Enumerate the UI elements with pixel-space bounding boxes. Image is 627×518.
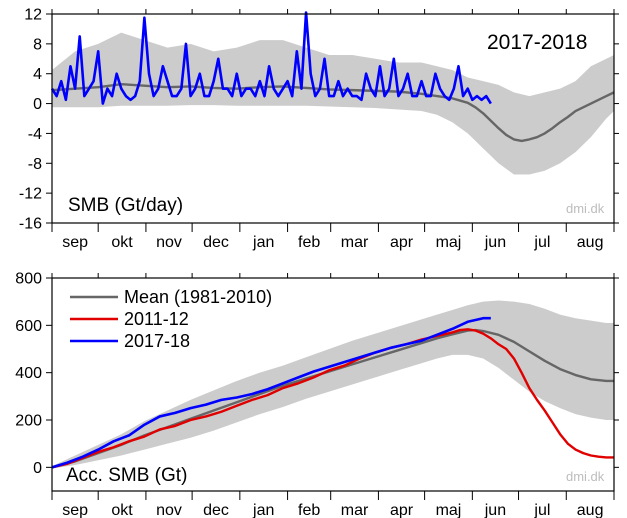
x-month-label: jul [533, 234, 550, 251]
legend-mean: Mean (1981-2010) [124, 287, 272, 307]
daily-band-group [52, 32, 614, 175]
x-month-label: feb [298, 234, 320, 251]
x-month-label: jan [252, 502, 274, 518]
accumulated-lines-group [51, 316, 614, 469]
accumulated-x-axis: sep okt nov dec jan feb mar apr maj jun jul aug [51, 273, 615, 518]
x-month-label: dec [203, 234, 229, 251]
legend-2011-12: 2011-12 [124, 309, 189, 329]
y-tick-label: 400 [15, 365, 42, 382]
x-month-label: sep [62, 234, 88, 251]
legend-2017-18: 2017-18 [124, 331, 190, 351]
accumulated-band-group [52, 300, 614, 469]
accumulated-panel-label: Acc. SMB (Gt) [66, 465, 187, 486]
x-month-label: mar [341, 502, 369, 518]
y-tick-label: 8 [33, 36, 42, 53]
daily-watermark: dmi.dk [566, 201, 605, 216]
x-month-label: mar [341, 234, 369, 251]
season-label: 2017-2018 [487, 31, 587, 54]
x-month-label: aug [577, 234, 604, 251]
daily-lines-group [50, 11, 615, 143]
x-month-label: apr [390, 234, 414, 251]
x-month-label: okt [111, 234, 133, 251]
daily-x-axis: sep okt nov dec jan feb mar apr maj jun jul aug [51, 9, 615, 251]
accumulated-plot-frame [51, 277, 615, 492]
y-tick-label: 12 [24, 7, 42, 24]
accumulated-y-axis: 800 600 400 200 0 [15, 271, 619, 477]
daily-plot-frame [51, 13, 615, 224]
y-tick-label: -4 [28, 126, 42, 143]
x-month-label: nov [156, 502, 182, 518]
x-month-label: jul [533, 502, 550, 518]
x-month-label: okt [111, 502, 133, 518]
y-tick-label: -12 [19, 186, 42, 203]
daily-y-axis: 12 8 4 0 -4 -8 -12 -16 [19, 7, 619, 233]
x-month-label: apr [390, 502, 414, 518]
x-month-label: jan [252, 234, 274, 251]
legend: Mean (1981-2010) 2011-12 2017-18 [70, 287, 272, 351]
daily-2017-18-line [50, 11, 492, 105]
x-month-label: aug [577, 502, 604, 518]
y-tick-label: 200 [15, 413, 42, 430]
daily-spread-band [52, 32, 614, 175]
accumulated-watermark: dmi.dk [566, 469, 605, 484]
y-tick-label: -16 [19, 216, 42, 233]
x-month-label: jun [484, 502, 506, 518]
daily-panel-label: SMB (Gt/day) [68, 195, 183, 216]
accumulated-smb-panel: 800 600 400 200 0 sep okt nov dec jan feb mar apr ma… [15, 271, 619, 518]
daily-smb-panel: 12 8 4 0 -4 -8 -12 -16 sep okt nov dec jan feb mar apr… [19, 7, 619, 251]
y-tick-label: 0 [33, 460, 42, 477]
x-month-label: maj [436, 502, 462, 518]
accumulated-spread-band [52, 300, 614, 469]
x-month-label: dec [203, 502, 229, 518]
x-month-label: nov [156, 234, 182, 251]
accumulated-2017-18-line [51, 316, 491, 469]
y-tick-label: 0 [33, 96, 42, 113]
y-tick-label: 600 [15, 318, 42, 335]
y-tick-label: 800 [15, 271, 42, 288]
x-month-label: maj [436, 234, 462, 251]
x-month-label: jun [484, 234, 506, 251]
x-month-label: sep [62, 502, 88, 518]
y-tick-label: -8 [28, 156, 42, 173]
y-tick-label: 4 [33, 66, 42, 83]
x-month-label: feb [298, 502, 320, 518]
